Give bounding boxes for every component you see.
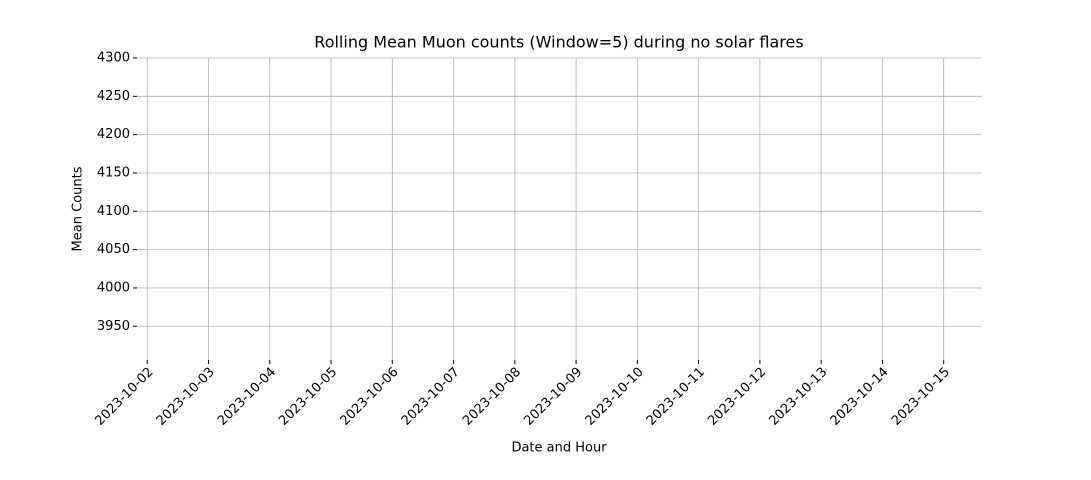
y-tick-label: 4000 [97, 280, 130, 295]
y-tick-label: 4100 [97, 204, 130, 219]
y-axis-label: Mean Counts [71, 166, 86, 251]
chart-title: Rolling Mean Muon counts (Window=5) duri… [314, 33, 803, 52]
y-tick-label: 4050 [97, 242, 130, 257]
x-axis-label: Date and Hour [511, 441, 607, 456]
y-tick-label: 4150 [97, 165, 130, 180]
y-tick-label: 4200 [97, 127, 130, 142]
y-tick-label: 4250 [97, 89, 130, 104]
y-tick-label: 4300 [97, 51, 130, 66]
y-tick-label: 3950 [97, 319, 130, 334]
